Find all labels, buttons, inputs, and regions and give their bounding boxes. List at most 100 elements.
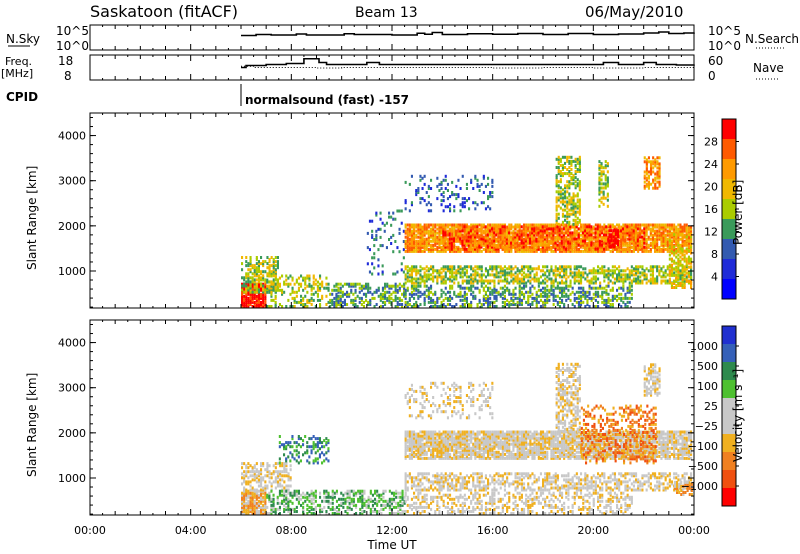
range-cell <box>308 274 311 278</box>
range-cell <box>404 199 407 203</box>
range-cell <box>300 300 303 304</box>
range-cell <box>622 239 625 243</box>
range-cell <box>628 269 631 273</box>
range-cell <box>423 223 426 227</box>
range-cell <box>622 249 625 253</box>
range-cell <box>570 159 573 163</box>
range-cell <box>337 296 340 300</box>
range-cell <box>476 239 479 243</box>
range-cell <box>571 290 574 294</box>
range-cell <box>306 284 309 288</box>
range-cell <box>356 282 359 286</box>
range-cell <box>555 196 558 200</box>
range-cell <box>453 231 456 235</box>
range-cell <box>626 286 629 290</box>
range-cell <box>597 300 600 304</box>
range-cell <box>606 170 609 174</box>
range-cell <box>566 210 569 214</box>
range-cell <box>605 225 608 229</box>
range-cell <box>508 249 511 253</box>
range-cell <box>247 290 250 294</box>
range-cell <box>291 286 294 290</box>
range-cell <box>558 271 561 275</box>
range-cell <box>491 265 494 269</box>
range-cell <box>457 223 460 227</box>
range-cell <box>582 229 585 233</box>
range-cell <box>274 290 277 294</box>
range-cell <box>450 229 453 233</box>
range-cell <box>531 284 534 288</box>
range-cell <box>580 225 583 229</box>
range-cell <box>457 249 460 253</box>
range-cell <box>484 207 487 211</box>
range-cell <box>300 282 303 286</box>
range-cell <box>278 282 281 286</box>
range-cell <box>423 249 426 253</box>
range-cell <box>268 284 271 288</box>
range-cell <box>392 250 395 254</box>
range-cell <box>520 265 523 269</box>
range-cell <box>247 274 250 278</box>
range-cell <box>297 286 300 290</box>
range-cell <box>406 237 409 241</box>
range-cell <box>285 274 288 278</box>
range-cell <box>600 170 603 174</box>
range-cell <box>563 223 566 227</box>
range-cell <box>245 286 248 290</box>
range-cell <box>626 273 629 277</box>
range-cell <box>514 237 517 241</box>
range-cell <box>459 233 462 237</box>
range-cell <box>465 187 468 190</box>
range-cell <box>510 241 513 245</box>
range-cell <box>461 298 464 302</box>
range-cell <box>484 237 487 241</box>
range-cell <box>622 223 625 227</box>
range-cell <box>371 262 374 266</box>
range-cell <box>558 223 561 227</box>
range-cell <box>421 176 424 180</box>
range-cell <box>561 229 564 233</box>
range-cell <box>449 265 452 269</box>
range-cell <box>673 267 676 271</box>
range-cell <box>430 265 433 269</box>
range-cell <box>683 241 686 245</box>
range-cell <box>643 184 646 188</box>
range-cell <box>518 243 521 247</box>
range-cell <box>350 300 353 304</box>
range-cell <box>550 229 553 233</box>
range-cell <box>539 237 542 241</box>
range-cell <box>508 223 511 227</box>
range-cell <box>410 229 413 233</box>
range-cell <box>482 294 485 298</box>
range-cell <box>247 284 250 288</box>
range-cell <box>480 303 483 306</box>
range-cell <box>577 243 580 247</box>
range-cell <box>576 216 579 220</box>
range-cell <box>249 286 252 290</box>
range-cell <box>470 231 473 235</box>
range-cell <box>562 227 565 231</box>
range-cell <box>421 292 424 296</box>
range-cell <box>461 279 464 283</box>
range-cell <box>670 239 673 243</box>
range-cell <box>401 292 404 296</box>
range-cell <box>668 223 671 227</box>
range-cell <box>557 204 560 208</box>
range-cell <box>561 249 564 253</box>
range-cell <box>550 235 553 239</box>
range-cell <box>432 243 435 247</box>
range-cell <box>632 223 635 227</box>
range-cell <box>243 284 246 288</box>
range-cell <box>463 205 466 209</box>
range-cell <box>501 296 504 300</box>
range-cell <box>249 296 252 300</box>
range-cell <box>584 225 587 229</box>
range-cell <box>449 303 452 306</box>
range-cell <box>592 275 595 279</box>
range-cell <box>257 260 260 264</box>
range-cell <box>390 303 393 306</box>
range-cell <box>559 200 562 204</box>
range-cell <box>245 296 248 300</box>
range-cell <box>586 227 589 231</box>
range-cell <box>468 286 471 290</box>
